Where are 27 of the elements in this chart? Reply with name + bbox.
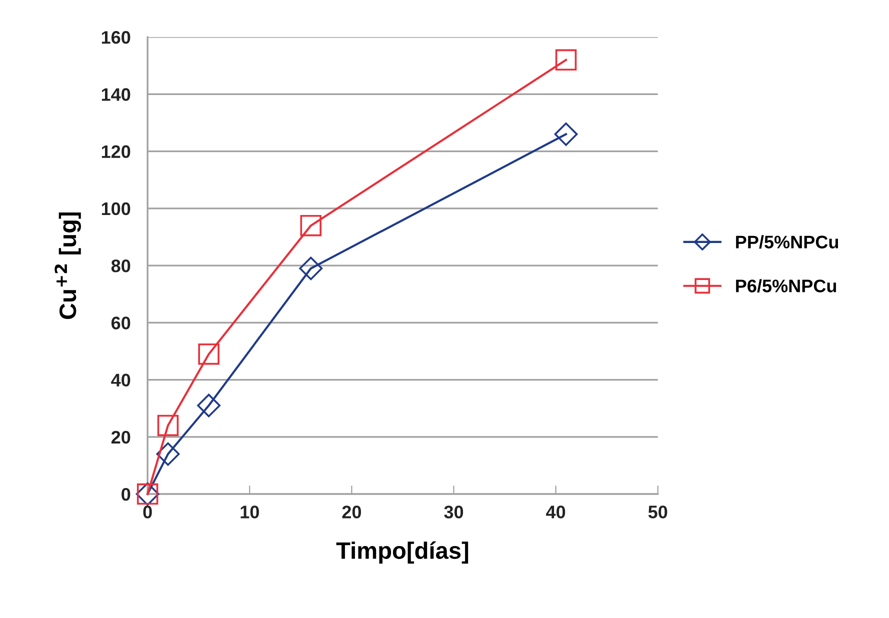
x-tick-label: 0 [143, 506, 152, 518]
point [554, 122, 578, 146]
y-tick-label: 40 [111, 374, 130, 387]
y-tick-label: 100 [102, 202, 130, 216]
x-tick-label: 30 [444, 506, 464, 518]
x-axis-title: Timpo[días] [336, 541, 468, 564]
y-tick-label: 0 [122, 488, 130, 501]
x-tick-label: 50 [648, 506, 668, 518]
x-tick-label: 10 [240, 506, 259, 518]
point [198, 343, 220, 365]
legend-label: P6/5%NPCu [736, 279, 836, 293]
x-tick-label: 20 [342, 506, 361, 518]
point [555, 49, 577, 71]
y-tick-label: 120 [102, 145, 130, 158]
y-tick-label: 140 [102, 88, 130, 101]
point [300, 214, 322, 236]
y-axis-title: Cu$^{+2}$ [ug] [54, 212, 81, 320]
point [197, 394, 221, 418]
y-tick-label: 20 [111, 430, 130, 444]
legend-label: PP/5%NPCu [736, 235, 838, 249]
y-tick-label: 60 [111, 316, 130, 330]
point [156, 442, 180, 466]
x-tick-label: 40 [546, 506, 566, 518]
y-tick-label: 160 [102, 31, 130, 44]
y-tick-label: 80 [111, 259, 130, 272]
point [157, 414, 179, 436]
point [299, 256, 323, 280]
